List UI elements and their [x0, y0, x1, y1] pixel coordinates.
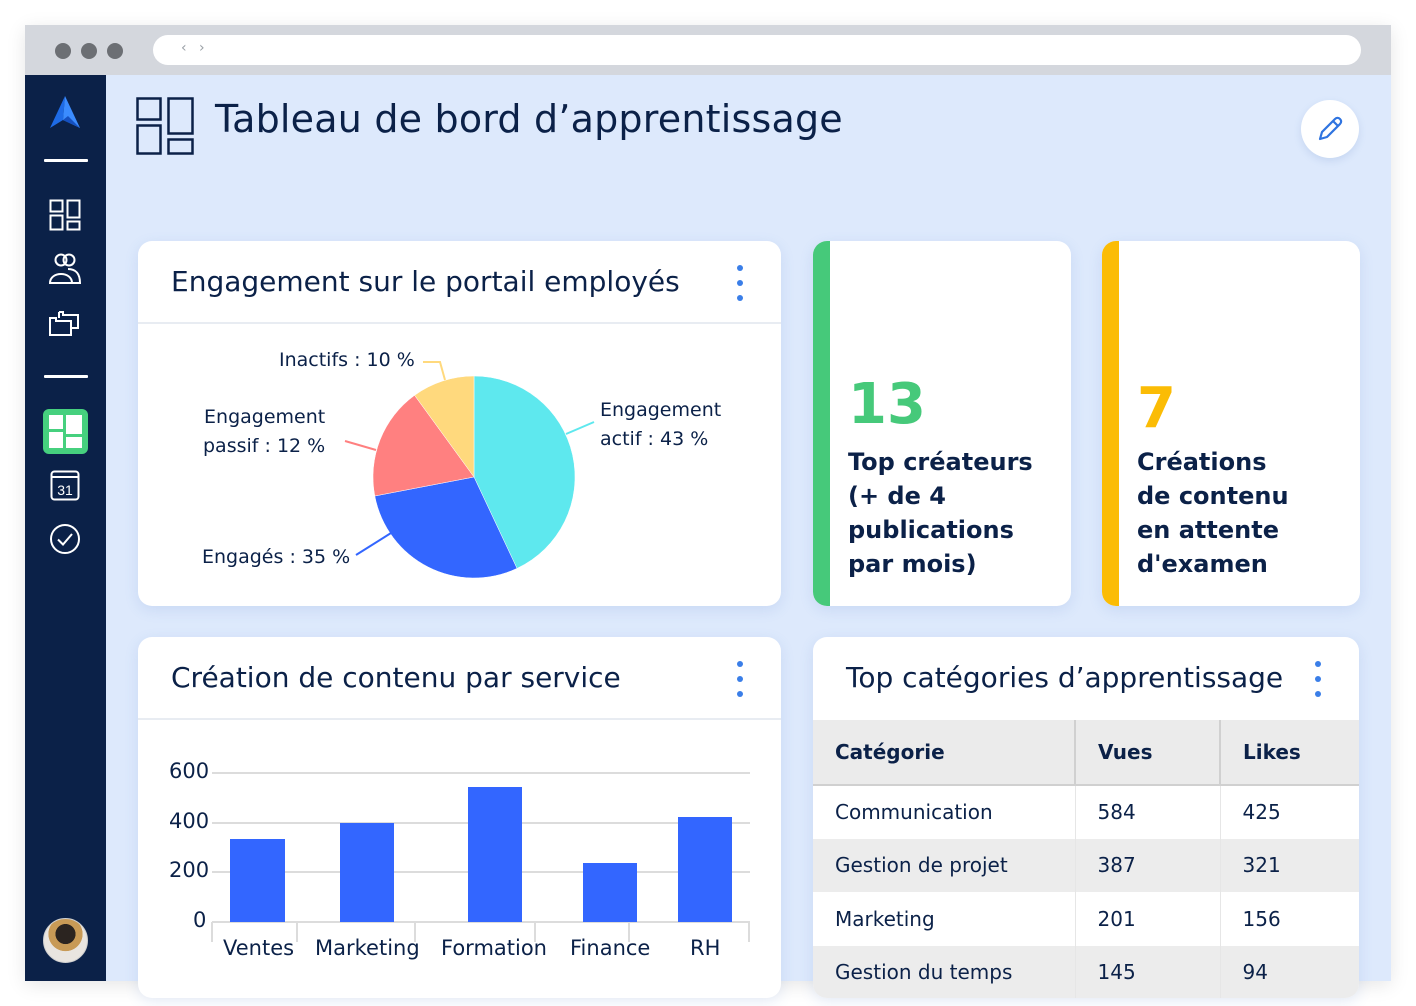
app-logo-icon[interactable]	[45, 93, 85, 133]
cell-views: 201	[1075, 892, 1221, 946]
kpi-accent-bar	[813, 241, 830, 606]
categories-table: Catégorie Vues Likes Communication 584 4…	[813, 720, 1359, 998]
x-label-marketing: Marketing	[315, 936, 420, 960]
folders-icon	[49, 311, 79, 336]
pie-slice-actif[interactable]	[473, 375, 576, 569]
sidebar-divider	[44, 375, 88, 378]
sidebar-item-calendar[interactable]: 31	[47, 467, 83, 503]
content-card-menu-button[interactable]	[735, 661, 745, 697]
pie-slice-engages[interactable]	[374, 476, 518, 579]
x-label-rh: RH	[690, 936, 721, 960]
pie-label-actif: Engagement actif : 43 %	[600, 399, 722, 450]
engagement-card-header: Engagement sur le portail employés	[138, 241, 781, 324]
kpi-value: 7	[1137, 376, 1176, 441]
y-tick-200: 200	[169, 858, 210, 882]
browser-titlebar: ‹ ›	[25, 25, 1391, 75]
window-maximize-dot[interactable]	[107, 43, 123, 59]
pencil-icon	[1318, 116, 1343, 141]
window-minimize-dot[interactable]	[81, 43, 97, 59]
sidebar: 31	[25, 75, 106, 981]
check-circle-icon	[50, 524, 80, 554]
y-tick-0: 0	[193, 908, 207, 932]
bar-finance[interactable]	[583, 863, 637, 922]
table-row[interactable]: Gestion du temps 145 94	[813, 945, 1359, 998]
kpi-description: Top créateurs (+ de 4 publications par m…	[848, 448, 1033, 578]
calendar-icon: 31	[50, 470, 80, 501]
sidebar-item-tasks[interactable]	[47, 521, 83, 557]
sidebar-item-folders[interactable]	[47, 305, 83, 341]
column-header-vues[interactable]: Vues	[1075, 720, 1221, 786]
cell-category: Marketing	[813, 892, 1076, 946]
content-creation-card: Création de contenu par service	[138, 637, 781, 998]
top-categories-card: Top catégories d’apprentissage Catégorie…	[813, 637, 1359, 998]
engagement-card: Engagement sur le portail employés Ina	[138, 241, 781, 606]
categories-card-menu-button[interactable]	[1313, 661, 1323, 697]
svg-text:31: 31	[57, 482, 73, 498]
categories-card-header: Top catégories d’apprentissage	[813, 637, 1359, 720]
cell-likes: 321	[1220, 838, 1359, 892]
main-content: Tableau de bord d’apprentissage Engageme…	[106, 75, 1391, 998]
categories-card-title: Top catégories d’apprentissage	[846, 661, 1284, 694]
window-close-dot[interactable]	[55, 43, 71, 59]
pie-slice-inactifs[interactable]	[414, 375, 475, 478]
page-layout-icon	[136, 97, 194, 155]
bar-formation[interactable]	[468, 787, 522, 922]
x-label-finance: Finance	[570, 936, 651, 960]
y-tick-600: 600	[169, 759, 210, 783]
pie-label-inactifs: Inactifs : 10 %	[279, 349, 415, 371]
kpi-value: 13	[848, 372, 926, 437]
cell-views: 584	[1075, 785, 1221, 839]
engagement-pie-chart	[344, 361, 595, 579]
page-title: Tableau de bord d’apprentissage	[215, 97, 843, 141]
y-tick-400: 400	[169, 809, 210, 833]
cell-views: 145	[1075, 945, 1221, 998]
sidebar-item-learning-dashboard[interactable]	[43, 409, 88, 454]
edit-dashboard-button[interactable]	[1301, 100, 1359, 158]
cell-category: Gestion du temps	[813, 945, 1076, 998]
address-bar[interactable]: ‹ ›	[153, 35, 1361, 65]
bar-rh[interactable]	[678, 817, 732, 922]
sidebar-item-dashboard[interactable]	[47, 197, 83, 233]
bar-ventes[interactable]	[230, 839, 285, 922]
sidebar-divider	[44, 159, 88, 162]
users-icon	[48, 253, 82, 284]
dashboard-tiles-icon	[49, 415, 82, 448]
browser-window: ‹ ›	[25, 25, 1391, 998]
layout-grid-icon	[49, 199, 81, 231]
x-label-formation: Formation	[441, 936, 547, 960]
content-card-title: Création de contenu par service	[171, 661, 621, 694]
cell-likes: 425	[1242, 800, 1281, 825]
engagement-card-title: Engagement sur le portail employés	[171, 265, 680, 298]
pie-slice-passif[interactable]	[372, 394, 475, 497]
column-header-categorie[interactable]: Catégorie	[813, 720, 1076, 786]
cell-likes: 94	[1220, 945, 1359, 998]
bar-marketing[interactable]	[340, 823, 394, 922]
engagement-card-menu-button[interactable]	[735, 265, 745, 301]
nav-arrows-icon[interactable]: ‹ ›	[181, 40, 209, 56]
content-card-header: Création de contenu par service	[138, 637, 781, 720]
cell-likes: 156	[1242, 906, 1281, 931]
x-label-ventes: Ventes	[223, 936, 295, 960]
table-header-row: Catégorie Vues Likes	[813, 720, 1359, 786]
pie-label-engages: Engagés : 35 %	[202, 546, 351, 568]
kpi-pending-review-card[interactable]: 7 Créations de contenu en attente d'exam…	[1102, 241, 1360, 606]
column-header-likes[interactable]: Likes	[1220, 720, 1359, 786]
kpi-top-creators-card[interactable]: 13 Top créateurs (+ de 4 publications pa…	[813, 241, 1071, 606]
table-row[interactable]: Marketing 201 156	[813, 892, 1359, 946]
cell-category: Gestion de projet	[813, 838, 1076, 892]
cell-category: Communication	[813, 785, 1076, 839]
user-avatar[interactable]	[43, 918, 88, 963]
table-row[interactable]: Communication 584 425	[813, 785, 1359, 839]
table-row[interactable]: Gestion de projet 387 321	[813, 838, 1359, 892]
sidebar-item-people[interactable]	[47, 251, 83, 287]
cell-views: 387	[1075, 838, 1221, 892]
pie-label-passif: Engagement passif : 12 %	[203, 406, 326, 457]
kpi-description: Créations de contenu en attente d'examen	[1137, 448, 1289, 578]
kpi-accent-bar	[1102, 241, 1119, 606]
